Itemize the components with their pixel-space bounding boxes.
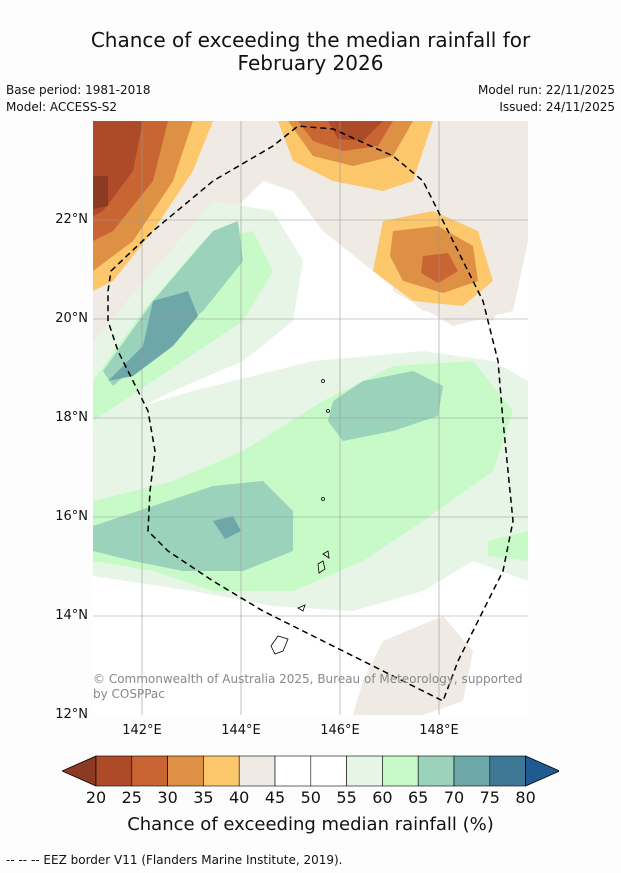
cb-label-20: 20 (85, 788, 107, 807)
band-45-50-south (353, 616, 473, 715)
lat-label-20: 20°N (55, 311, 88, 326)
lon-label-148: 148°E (419, 723, 459, 738)
lat-label-16: 16°N (55, 509, 88, 524)
eez-border (107, 125, 514, 703)
rainfall-map (93, 121, 528, 715)
band-70-75-sw (213, 516, 241, 539)
cb-label-30: 30 (157, 788, 178, 807)
colorbar-swatch (95, 755, 133, 787)
colorbar-swatch (382, 755, 419, 787)
cb-label-40: 40 (229, 788, 250, 807)
lon-label-142: 142°E (122, 723, 162, 738)
map-title-line1: Chance of exceeding the median rainfall … (90, 28, 531, 52)
map-gridlines (93, 121, 528, 715)
cb-label-75: 75 (479, 788, 500, 807)
colorbar-swatch (203, 755, 240, 787)
cb-label-65: 65 (408, 788, 429, 807)
band-70-75-w (108, 291, 198, 381)
cb-label-45: 45 (264, 788, 286, 807)
lat-label-14: 14°N (55, 608, 88, 623)
colorbar-swatch (274, 755, 312, 787)
band-65-70-e (328, 371, 443, 441)
eez-footnote: -- -- -- EEZ border V11 (Flanders Marine… (6, 853, 343, 867)
colorbar-swatch (417, 755, 455, 787)
band-25-30-n (328, 121, 383, 141)
band-65-70-sw (93, 481, 293, 571)
colorbar-extend-low (61, 755, 97, 787)
islands (270, 379, 330, 655)
model-run: Model run: 22/11/2025 (477, 83, 615, 97)
colorbar (61, 754, 561, 792)
colorbar-swatch (238, 755, 276, 787)
cb-label-50: 50 (300, 788, 321, 807)
band-20-25-nw (93, 176, 108, 209)
lon-label-146: 146°E (320, 723, 360, 738)
model-name: Model: ACCESS-S2 (6, 100, 118, 114)
colorbar-swatch (167, 755, 204, 787)
band-60-65-se (488, 531, 528, 561)
colorbar-extend-high (525, 755, 561, 787)
colorbar-swatch (346, 755, 383, 787)
cb-label-80: 80 (515, 788, 536, 807)
base-period: Base period: 1981-2018 (6, 83, 151, 97)
cb-label-70: 70 (443, 788, 465, 807)
cb-label-60: 60 (372, 788, 393, 807)
lat-label-22: 22°N (55, 212, 88, 227)
copyright-notice: © Commonwealth of Australia 2025, Bureau… (93, 672, 523, 701)
cb-label-55: 55 (336, 788, 357, 807)
colorbar-title: Chance of exceeding median rainfall (%) (127, 814, 494, 835)
lon-label-144: 144°E (221, 723, 261, 738)
lat-label-18: 18°N (55, 410, 88, 425)
cb-label-25: 25 (121, 788, 142, 807)
cb-label-35: 35 (193, 788, 214, 807)
map-svg (93, 121, 528, 715)
colorbar-swatch (453, 755, 491, 787)
map-title-line2: February 2026 (237, 51, 384, 75)
colorbar-swatch (310, 755, 347, 787)
colorbar-swatch (489, 755, 526, 787)
colorbar-svg (61, 755, 561, 787)
issued-date: Issued: 24/11/2025 (499, 100, 615, 114)
colorbar-swatch (131, 755, 168, 787)
band-30-35-e (421, 253, 458, 283)
lat-label-12: 12°N (55, 707, 88, 722)
